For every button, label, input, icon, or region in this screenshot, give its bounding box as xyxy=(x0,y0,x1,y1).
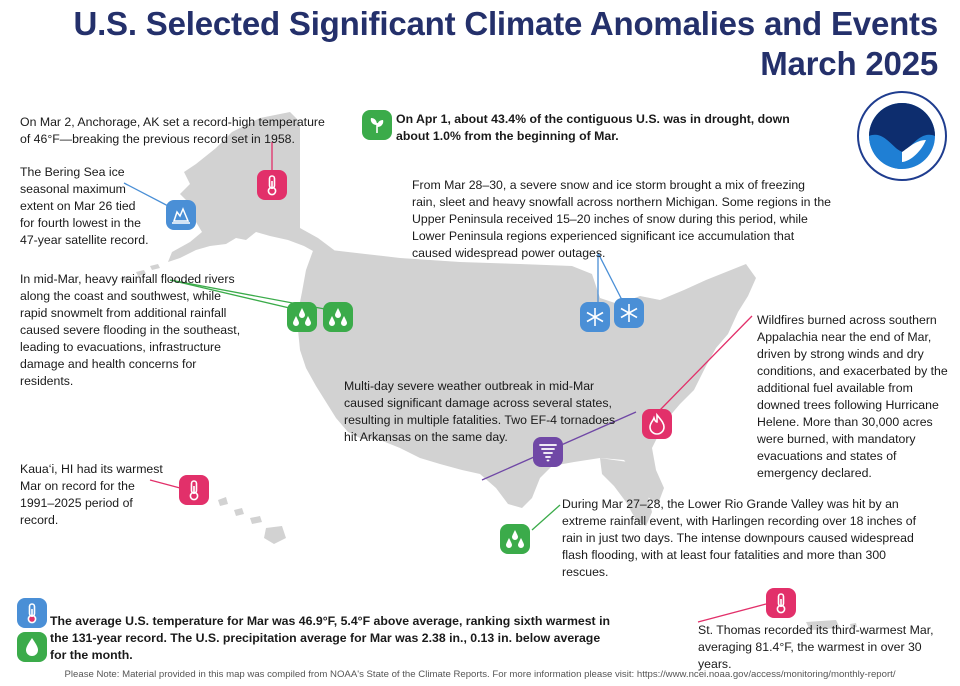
rain-drops-icon-west-1 xyxy=(287,302,317,332)
leader-west-rain-a xyxy=(169,279,299,311)
wildfire-icon xyxy=(642,409,672,439)
leader-hawaii xyxy=(149,479,181,489)
virgin-islands xyxy=(850,623,857,628)
hawaii-islands xyxy=(218,497,286,544)
note-st-thomas: St. Thomas recorded its third-warmest Ma… xyxy=(698,623,934,671)
thermometer-icon-anchorage xyxy=(257,170,287,200)
note-national-summary: The average U.S. temperature for Mar was… xyxy=(50,614,611,662)
note-wildfire: Wildfires burned across southern Appalac… xyxy=(757,313,948,480)
puerto-rico-island xyxy=(806,620,840,630)
footer-note: Please Note: Material provided in this m… xyxy=(64,669,896,680)
note-anchorage: On Mar 2, Anchorage, AK set a record-hig… xyxy=(20,115,325,146)
thermometer-icon-st-thomas xyxy=(766,588,796,618)
title-line-2: March 2025 xyxy=(760,45,938,82)
snowflake-icon-upper-peninsula xyxy=(580,302,610,332)
rain-drops-icon-west-2 xyxy=(323,302,353,332)
precipitation-drop-icon-national xyxy=(17,632,47,662)
note-michigan: From Mar 28–30, a severe snow and ice st… xyxy=(412,178,832,260)
aleutian-islands xyxy=(120,264,160,282)
note-hawaii: Kaua‘i, HI had its warmest Mar on record… xyxy=(20,462,163,527)
sea-ice-icon xyxy=(166,200,196,230)
note-severe-weather: Multi-day severe weather outbreak in mid… xyxy=(344,379,616,444)
thermometer-icon-national xyxy=(17,598,47,628)
thermometer-icon-hawaii xyxy=(179,475,209,505)
map-title: U.S. Selected Significant Climate Anomal… xyxy=(73,4,938,84)
leader-bering xyxy=(123,182,173,209)
leader-mich-b xyxy=(597,252,623,301)
rain-drops-icon-rio-grande xyxy=(500,524,530,554)
leader-rio-grande xyxy=(531,504,561,531)
title-line-1: U.S. Selected Significant Climate Anomal… xyxy=(73,5,938,42)
florida-peninsula xyxy=(600,458,652,526)
snowflake-icon-lower-peninsula xyxy=(614,298,644,328)
leader-wildfire xyxy=(659,315,753,411)
noaa-logo xyxy=(856,90,948,182)
drought-plant-icon xyxy=(362,110,392,140)
note-west-rainfall: In mid-Mar, heavy rainfall flooded river… xyxy=(20,272,241,388)
tornado-icon xyxy=(533,437,563,467)
note-drought: On Apr 1, about 43.4% of the contiguous … xyxy=(396,112,790,143)
leader-st-thomas xyxy=(697,603,767,623)
note-rio-grande: During Mar 27–28, the Lower Rio Grande V… xyxy=(562,497,917,579)
note-bering-sea: The Bering Sea ice seasonal maximum exte… xyxy=(20,165,149,247)
